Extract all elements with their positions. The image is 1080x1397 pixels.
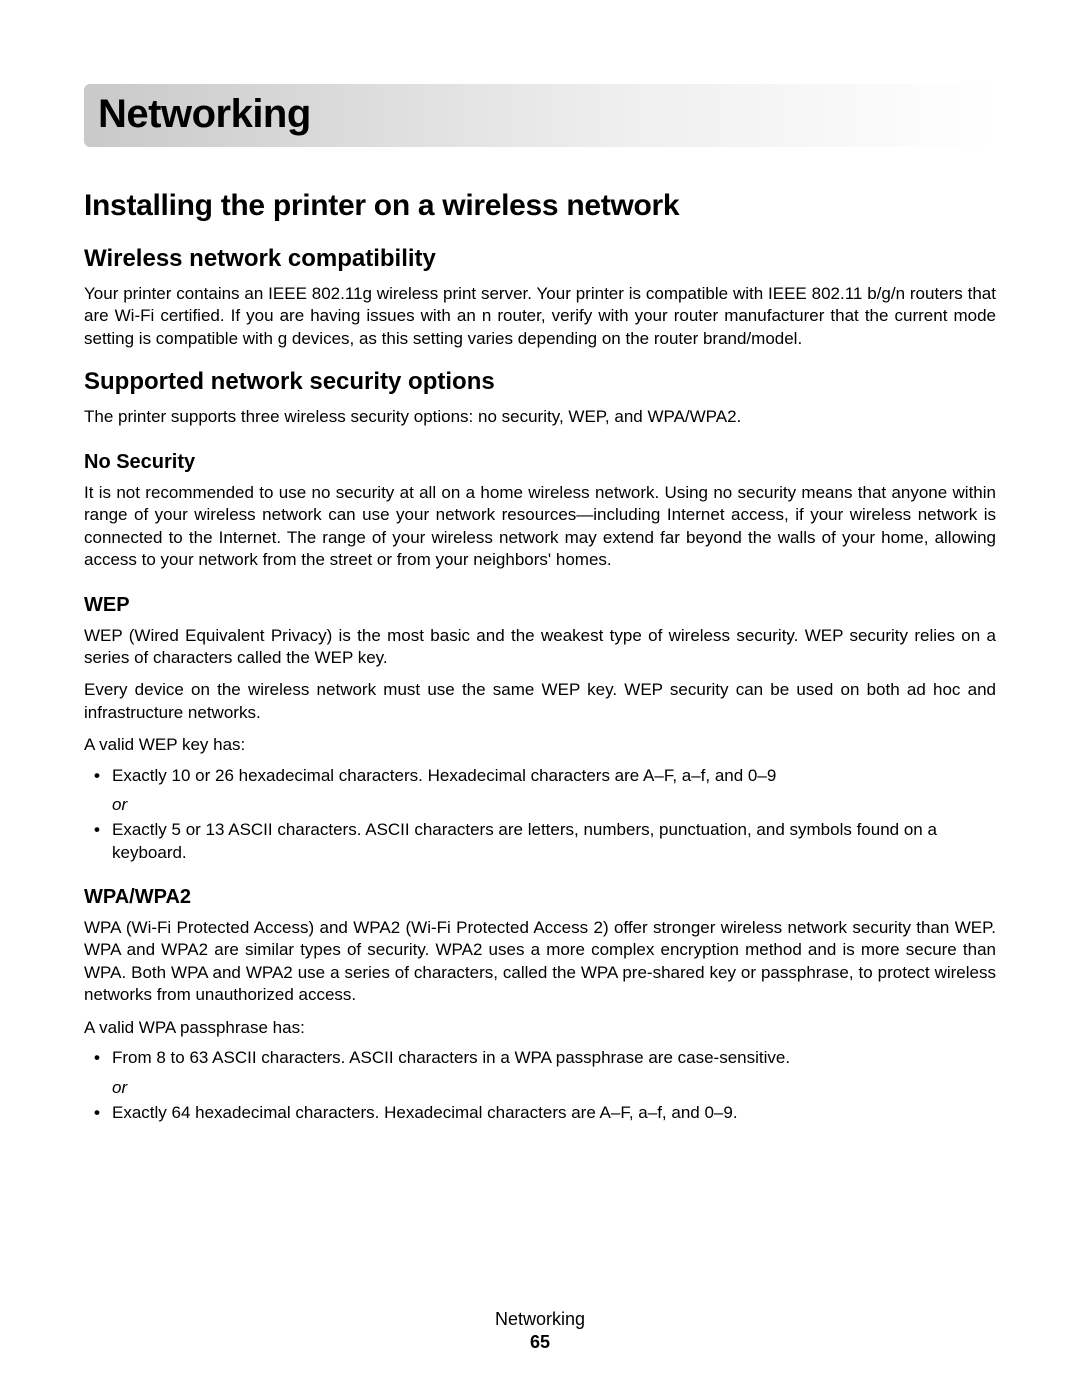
heading-wpa: WPA/WPA2 [84, 886, 996, 909]
no-security-body: It is not recommended to use no security… [84, 482, 996, 572]
chapter-title: Networking [98, 92, 982, 137]
wep-p1: WEP (Wired Equivalent Privacy) is the mo… [84, 625, 996, 670]
heading-wep: WEP [84, 594, 996, 617]
subsection-security-heading: Supported network security options [84, 368, 996, 396]
list-item: Exactly 64 hexadecimal characters. Hexad… [112, 1102, 996, 1124]
wep-key-list: Exactly 10 or 26 hexadecimal characters.… [84, 765, 996, 787]
security-intro: The printer supports three wireless secu… [84, 406, 996, 428]
footer-title: Networking [0, 1309, 1080, 1330]
list-item: Exactly 10 or 26 hexadecimal characters.… [112, 765, 996, 787]
compatibility-body: Your printer contains an IEEE 802.11g wi… [84, 283, 996, 350]
wpa-key-list: From 8 to 63 ASCII characters. ASCII cha… [84, 1047, 996, 1069]
wpa-key-list-2: Exactly 64 hexadecimal characters. Hexad… [84, 1102, 996, 1124]
wep-or: or [112, 795, 996, 815]
wep-lead: A valid WEP key has: [84, 734, 996, 756]
chapter-banner: Networking [84, 84, 996, 147]
wpa-or: or [112, 1078, 996, 1098]
section-installing-heading: Installing the printer on a wireless net… [84, 189, 996, 223]
subsection-compatibility-heading: Wireless network compatibility [84, 245, 996, 273]
heading-no-security: No Security [84, 451, 996, 474]
wpa-lead: A valid WPA passphrase has: [84, 1017, 996, 1039]
wep-key-list-2: Exactly 5 or 13 ASCII characters. ASCII … [84, 819, 996, 864]
page-number: 65 [0, 1332, 1080, 1353]
list-item: From 8 to 63 ASCII characters. ASCII cha… [112, 1047, 996, 1069]
page-footer: Networking 65 [0, 1309, 1080, 1353]
wpa-p1: WPA (Wi-Fi Protected Access) and WPA2 (W… [84, 917, 996, 1007]
wep-p2: Every device on the wireless network mus… [84, 679, 996, 724]
list-item: Exactly 5 or 13 ASCII characters. ASCII … [112, 819, 996, 864]
